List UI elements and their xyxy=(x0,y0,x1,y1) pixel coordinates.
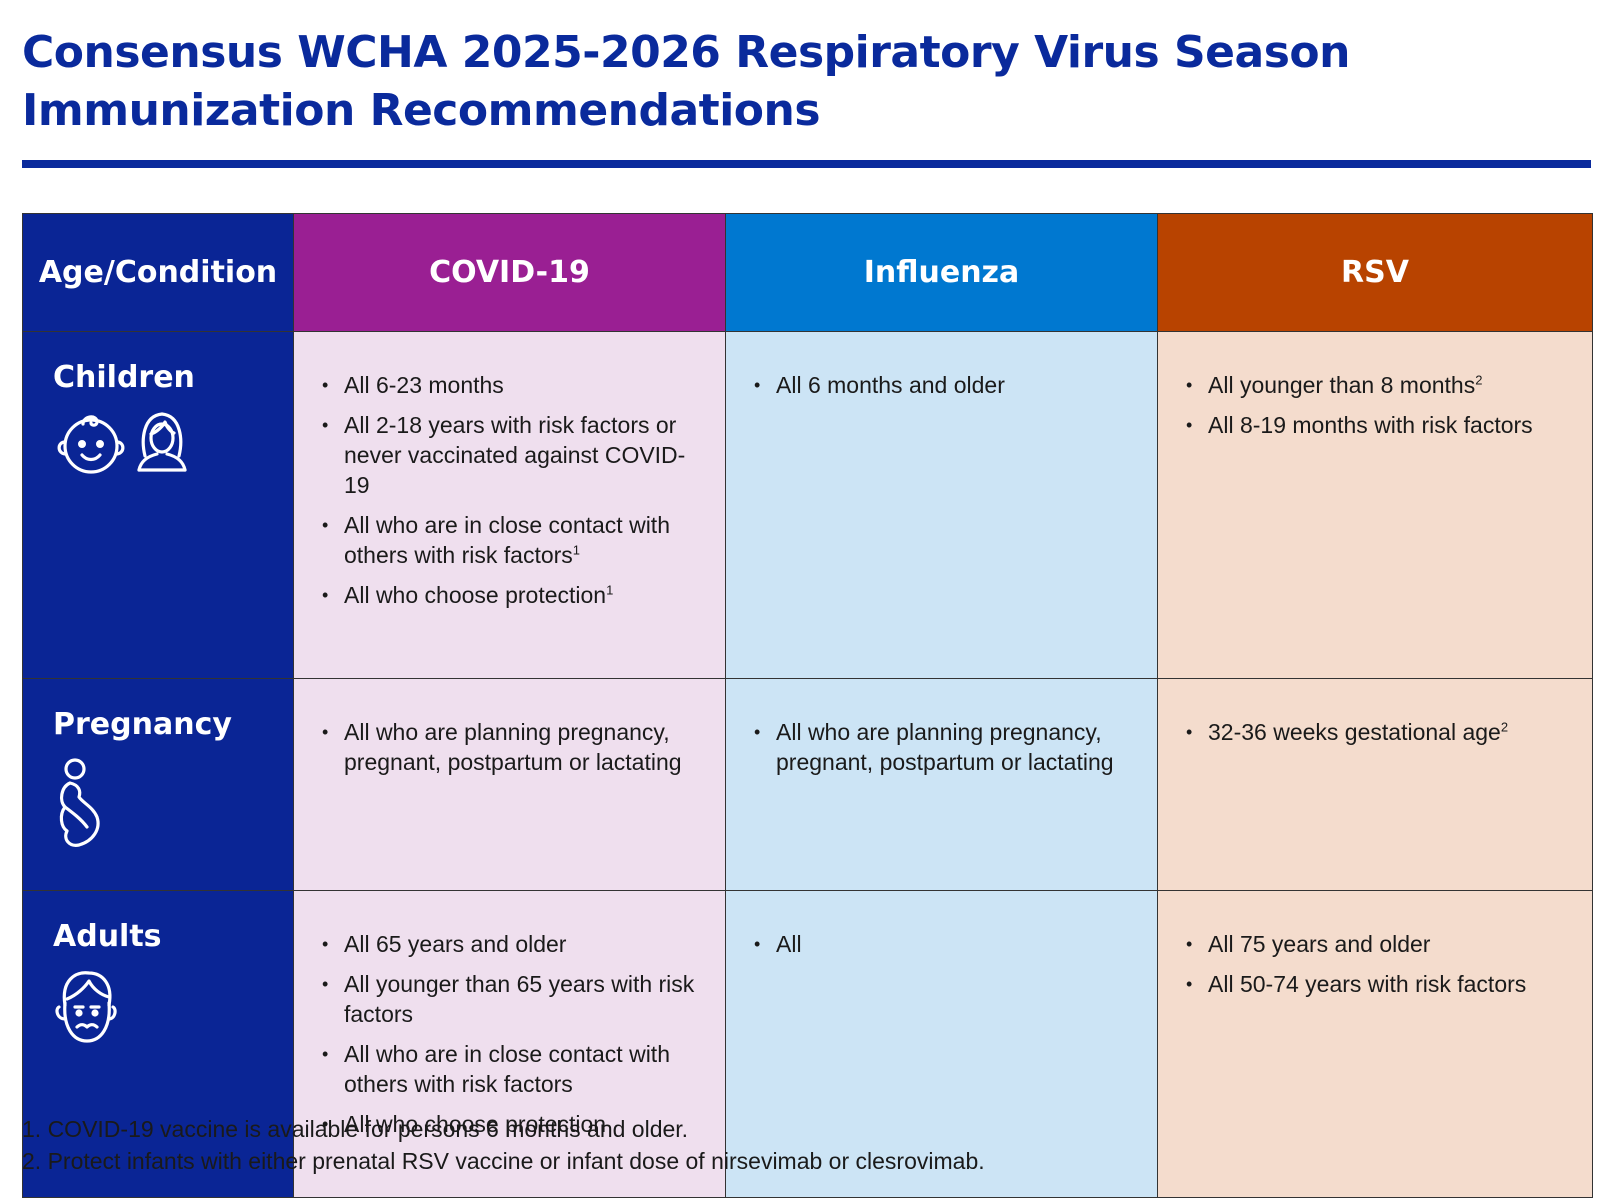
list-item-text: All who are in close contact with others… xyxy=(344,1041,670,1097)
cell-pregnancy-rsv: 32-36 weeks gestational age2 xyxy=(1157,678,1593,891)
list-item-text: 32-36 weeks gestational age xyxy=(1208,719,1501,745)
row-children: Children xyxy=(22,331,1593,679)
footnote-marker: 2 xyxy=(1500,719,1509,735)
list-adults-covid: All 65 years and older All younger than 6… xyxy=(294,891,725,1139)
header-influenza: Influenza xyxy=(725,213,1158,332)
list-children-rsv: All younger than 8 months2 All 8-19 month… xyxy=(1158,332,1592,440)
list-item: All 50-74 years with risk factors xyxy=(1186,969,1572,999)
list-item: All who are planning pregnancy, pregnant… xyxy=(322,717,705,777)
list-item-text: All who choose protection xyxy=(344,1111,607,1137)
list-pregnancy-rsv: 32-36 weeks gestational age2 xyxy=(1158,679,1592,747)
list-item: All 2-18 years with risk factors or neve… xyxy=(322,410,705,500)
list-item: All who choose protection xyxy=(322,1109,705,1139)
list-item: All who are in close contact with others… xyxy=(322,1039,705,1099)
list-item-text: All 8-19 months with risk factors xyxy=(1208,412,1533,438)
list-item-text: All who choose protection xyxy=(344,582,607,608)
list-item: All younger than 65 years with risk fact… xyxy=(322,969,705,1029)
list-item-text: All 2-18 years with risk factors or neve… xyxy=(344,412,686,498)
list-adults-rsv: All 75 years and older All 50-74 years wi… xyxy=(1158,891,1592,999)
list-item-text: All younger than 65 years with risk fact… xyxy=(344,971,695,1027)
footnote-2: 2. Protect infants with either prenatal … xyxy=(22,1148,985,1174)
list-item-text: All xyxy=(776,931,802,957)
row-header-children: Children xyxy=(22,331,294,679)
page-title: Consensus WCHA 2025-2026 Respiratory Vir… xyxy=(22,24,1522,140)
footnote-1: 1. COVID-19 vaccine is available for per… xyxy=(22,1116,689,1142)
cell-adults-influenza: All xyxy=(725,890,1158,1198)
list-item: All who choose protection1 xyxy=(322,580,705,610)
adult-man-icon xyxy=(53,969,119,1045)
footnotes: 1. COVID-19 vaccine is available for per… xyxy=(22,1113,1582,1177)
recommendations-table: Age/Condition COVID-19 Influenza RSV Chi… xyxy=(22,213,1593,1198)
list-item: All 65 years and older xyxy=(322,929,705,959)
row-label-children: Children xyxy=(53,360,195,395)
list-item-text: All 75 years and older xyxy=(1208,931,1431,957)
row-label-adults: Adults xyxy=(53,919,162,954)
title-line-2: Immunization Recommendations xyxy=(22,85,821,136)
cell-adults-rsv: All 75 years and older All 50-74 years wi… xyxy=(1157,890,1593,1198)
row-pregnancy: Pregnancy All who are planning pregnancy… xyxy=(22,678,1593,891)
footnote-marker: 1 xyxy=(606,582,614,598)
child-girl-icon xyxy=(135,410,189,472)
list-children-covid: All 6-23 months All 2-18 years with risk … xyxy=(294,332,725,610)
title-divider xyxy=(22,160,1591,168)
list-item-text: All 50-74 years with risk factors xyxy=(1208,971,1527,997)
footnote-marker: 1 xyxy=(572,542,581,558)
title-line-1: Consensus WCHA 2025-2026 Respiratory Vir… xyxy=(22,27,1350,78)
list-item: All 6 months and older xyxy=(754,370,1137,400)
list-pregnancy-covid: All who are planning pregnancy, pregnant… xyxy=(294,679,725,777)
header-age-condition: Age/Condition xyxy=(22,213,294,332)
list-item: All 75 years and older xyxy=(1186,929,1572,959)
list-item-text: All who are planning pregnancy, pregnant… xyxy=(776,719,1114,775)
header-rsv: RSV xyxy=(1157,213,1593,332)
baby-face-icon xyxy=(53,410,129,476)
cell-pregnancy-covid: All who are planning pregnancy, pregnant… xyxy=(293,678,726,891)
row-label-pregnancy: Pregnancy xyxy=(53,707,232,742)
list-item: 32-36 weeks gestational age2 xyxy=(1186,717,1572,747)
row-header-pregnancy: Pregnancy xyxy=(22,678,294,891)
pregnant-person-icon xyxy=(53,757,105,849)
cell-children-rsv: All younger than 8 months2 All 8-19 month… xyxy=(1157,331,1593,679)
list-item: All 6-23 months xyxy=(322,370,705,400)
cell-children-influenza: All 6 months and older xyxy=(725,331,1158,679)
list-item-text: All younger than 8 months xyxy=(1208,372,1476,398)
row-adults: Adults xyxy=(22,890,1593,1198)
row-header-adults: Adults xyxy=(22,890,294,1198)
list-item: All 8-19 months with risk factors xyxy=(1186,410,1572,440)
list-item-text: All who are in close contact with others… xyxy=(344,512,670,568)
list-item-text: All who are planning pregnancy, pregnant… xyxy=(344,719,682,775)
list-item: All xyxy=(754,929,1137,959)
list-item: All younger than 8 months2 xyxy=(1186,370,1572,400)
list-item-text: All 65 years and older xyxy=(344,931,567,957)
list-pregnancy-influenza: All who are planning pregnancy, pregnant… xyxy=(726,679,1157,777)
list-adults-influenza: All xyxy=(726,891,1157,959)
header-covid: COVID-19 xyxy=(293,213,726,332)
list-item: All who are in close contact with others… xyxy=(322,510,705,570)
cell-children-covid: All 6-23 months All 2-18 years with risk … xyxy=(293,331,726,679)
list-item-text: All 6-23 months xyxy=(344,372,504,398)
cell-pregnancy-influenza: All who are planning pregnancy, pregnant… xyxy=(725,678,1158,891)
header-row: Age/Condition COVID-19 Influenza RSV xyxy=(22,213,1593,332)
cell-adults-covid: All 65 years and older All younger than 6… xyxy=(293,890,726,1198)
footnote-marker: 2 xyxy=(1475,372,1483,388)
list-item: All who are planning pregnancy, pregnant… xyxy=(754,717,1137,777)
list-item-text: All 6 months and older xyxy=(776,372,1005,398)
list-children-influenza: All 6 months and older xyxy=(726,332,1157,400)
